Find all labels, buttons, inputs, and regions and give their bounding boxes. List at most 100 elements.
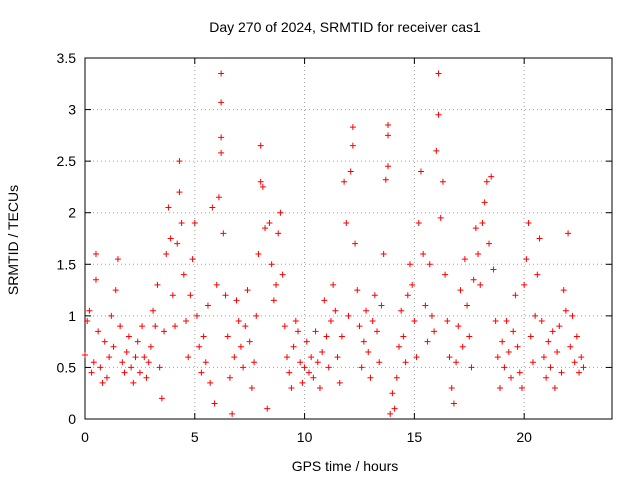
data-point — [444, 318, 451, 325]
data-point — [512, 292, 519, 299]
data-point — [290, 343, 297, 350]
data-point — [554, 348, 561, 355]
data-point — [385, 122, 392, 129]
data-point — [363, 307, 370, 314]
data-point — [413, 354, 420, 361]
data-point — [266, 220, 273, 227]
data-point — [321, 297, 328, 304]
data-point — [494, 354, 501, 361]
data-point — [529, 359, 536, 366]
data-point — [259, 183, 266, 190]
data-point — [536, 235, 543, 242]
data-point — [488, 173, 495, 180]
data-point — [90, 359, 97, 366]
data-point — [437, 214, 444, 221]
data-point — [130, 379, 137, 386]
data-point — [470, 276, 477, 283]
data-point — [501, 364, 508, 371]
data-point — [538, 318, 545, 325]
data-point — [101, 338, 108, 345]
data-point — [510, 328, 517, 335]
data-point — [319, 348, 326, 355]
data-point — [207, 379, 214, 386]
data-point — [257, 178, 264, 185]
data-point — [150, 307, 157, 314]
grid-lines — [85, 58, 612, 419]
data-point — [156, 364, 163, 371]
data-point — [220, 230, 227, 237]
data-point — [226, 374, 233, 381]
data-point — [459, 343, 466, 350]
data-point — [165, 204, 172, 211]
data-point — [235, 318, 242, 325]
data-point — [176, 158, 183, 165]
data-point — [218, 70, 225, 77]
y-tick-label: 1.5 — [57, 256, 77, 272]
data-point — [237, 343, 244, 350]
data-point — [431, 328, 438, 335]
data-point — [521, 281, 528, 288]
data-point — [455, 323, 462, 330]
data-point — [132, 354, 139, 361]
data-point — [551, 385, 558, 392]
data-point — [134, 338, 141, 345]
data-point — [84, 318, 91, 325]
x-tick-label: 0 — [81, 429, 89, 445]
data-point — [477, 281, 484, 288]
data-point — [448, 385, 455, 392]
data-point — [406, 261, 413, 268]
data-point — [103, 374, 110, 381]
y-tick-label: 0.5 — [57, 359, 77, 375]
y-tick-label: 3.5 — [57, 50, 77, 66]
data-point — [352, 240, 359, 247]
data-point — [547, 364, 554, 371]
data-point — [286, 369, 293, 376]
data-point — [244, 287, 251, 294]
data-point — [468, 364, 475, 371]
data-point — [218, 99, 225, 106]
data-point — [409, 281, 416, 288]
data-point — [209, 204, 216, 211]
data-point — [193, 312, 200, 319]
data-point — [393, 374, 400, 381]
data-point — [341, 178, 348, 185]
data-point — [117, 323, 124, 330]
data-point — [136, 369, 143, 376]
data-point — [518, 385, 525, 392]
data-point — [196, 343, 203, 350]
data-point — [534, 271, 541, 278]
data-point — [92, 276, 99, 283]
data-point — [562, 307, 569, 314]
data-point — [382, 176, 389, 183]
data-point — [360, 338, 367, 345]
data-point — [365, 348, 372, 355]
data-point — [189, 256, 196, 263]
data-point — [198, 369, 205, 376]
data-point — [323, 333, 330, 340]
data-point — [332, 307, 339, 314]
data-point — [119, 359, 126, 366]
data-points — [82, 70, 587, 417]
x-tick-label: 10 — [297, 429, 313, 445]
data-point — [158, 395, 165, 402]
data-point — [376, 359, 383, 366]
data-point — [475, 250, 482, 257]
data-point — [279, 271, 286, 278]
x-tick-label: 15 — [407, 429, 423, 445]
data-point — [139, 323, 146, 330]
data-point — [112, 287, 119, 294]
x-tick-label: 5 — [191, 429, 199, 445]
data-point — [200, 333, 207, 340]
data-point — [385, 132, 392, 139]
data-point — [490, 266, 497, 273]
data-point — [543, 374, 550, 381]
data-point — [273, 281, 280, 288]
data-point — [499, 338, 506, 345]
data-point — [268, 261, 275, 268]
data-point — [141, 354, 148, 361]
data-point — [532, 312, 539, 319]
data-point — [387, 410, 394, 417]
data-point — [435, 111, 442, 118]
data-point — [525, 220, 532, 227]
